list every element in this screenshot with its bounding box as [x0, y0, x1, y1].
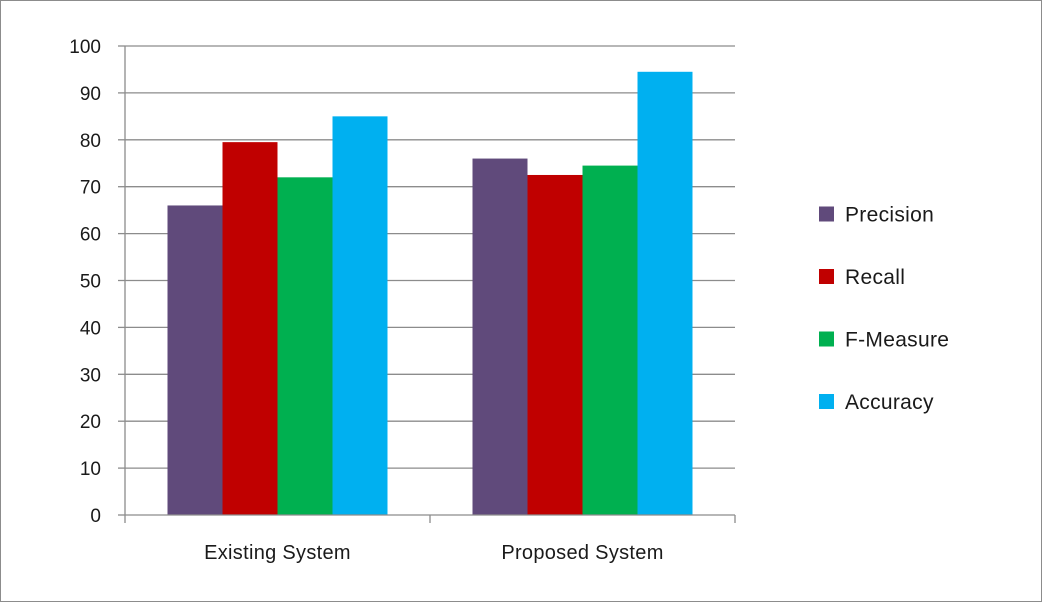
bar-f-measure-2 — [582, 165, 638, 515]
legend-item-precision: Precision — [819, 204, 934, 227]
legend-swatch-accuracy — [819, 394, 834, 409]
legend-swatch-precision — [819, 206, 834, 222]
legend-swatch-recall — [819, 269, 834, 284]
y-tick-label: 60 — [80, 225, 101, 246]
y-tick-label: 80 — [80, 131, 101, 152]
y-tick-label: 10 — [80, 459, 101, 480]
y-tick-label: 100 — [69, 37, 101, 58]
legend-label-f-measure: F-Measure — [845, 329, 949, 352]
y-tick-label: 30 — [80, 365, 101, 386]
legend-label-precision: Precision — [845, 204, 934, 227]
y-tick-label: 70 — [80, 178, 101, 199]
bar-accuracy-2 — [637, 71, 693, 516]
y-tick-label: 0 — [90, 506, 101, 527]
legend-label-recall: Recall — [845, 266, 905, 289]
bars — [167, 71, 693, 516]
bar-recall-2 — [527, 174, 583, 515]
bar-recall-1 — [222, 142, 278, 515]
legend-item-accuracy: Accuracy — [819, 391, 934, 414]
y-tick-labels: 0 10 20 30 40 50 60 70 80 90 100 — [69, 37, 101, 527]
x-category-label: Proposed System — [501, 542, 663, 564]
x-category-label: Existing System — [204, 542, 351, 564]
legend-item-f-measure: F-Measure — [819, 329, 949, 352]
legend: Precision Recall F-Measure Accuracy — [819, 204, 949, 414]
y-tick-label: 50 — [80, 272, 101, 293]
y-tick-label: 20 — [80, 412, 101, 433]
bar-accuracy-1 — [332, 116, 388, 515]
legend-swatch-f-measure — [819, 331, 834, 347]
legend-label-accuracy: Accuracy — [845, 391, 934, 414]
bar-precision-2 — [472, 158, 528, 515]
x-category-labels: Existing System Proposed System — [204, 542, 663, 564]
y-tick-label: 90 — [80, 84, 101, 105]
legend-item-recall: Recall — [819, 266, 905, 289]
y-tick-label: 40 — [80, 318, 101, 339]
bar-precision-1 — [167, 205, 223, 515]
bar-f-measure-1 — [277, 177, 333, 515]
axes — [118, 45, 736, 523]
